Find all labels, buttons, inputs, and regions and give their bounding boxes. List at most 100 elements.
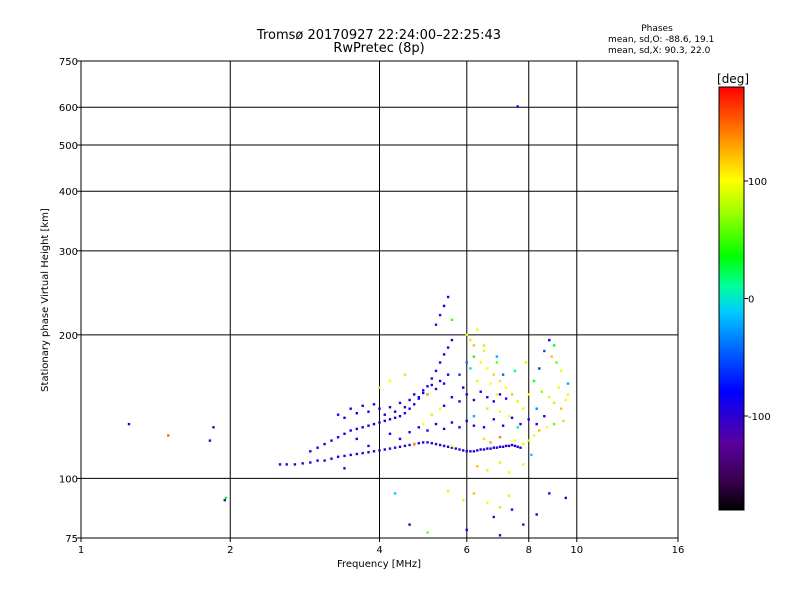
data-point [482, 344, 486, 347]
data-point [479, 448, 482, 451]
data-point [510, 393, 514, 396]
phases-heading: Phases [641, 24, 673, 34]
data-point [393, 416, 397, 419]
data-point [516, 400, 519, 403]
data-point [527, 439, 530, 442]
data-point [430, 442, 433, 445]
data-point [543, 415, 546, 418]
y-tick-label: 75 [65, 534, 78, 545]
data-point [489, 441, 492, 444]
y-tick-label: 750 [59, 57, 78, 68]
data-point [378, 386, 381, 389]
data-point [426, 441, 429, 444]
chart-subtitle: RwPretec (8p) [333, 41, 424, 56]
data-point [442, 304, 446, 308]
data-point [454, 447, 457, 450]
colorbar-tick-label: -100 [748, 412, 771, 423]
chart-title: Tromsø 20170927 22:24:00–22:25:43 [256, 28, 501, 43]
data-point [422, 441, 425, 444]
y-tick-label: 400 [59, 187, 78, 198]
data-point [516, 426, 519, 429]
data-point [343, 467, 346, 470]
data-point [361, 426, 364, 429]
data-point [408, 523, 411, 526]
data-point [367, 444, 370, 448]
data-point [489, 447, 492, 450]
data-point [323, 442, 326, 446]
data-point [422, 391, 425, 395]
data-point [458, 448, 461, 451]
data-point [476, 465, 479, 468]
phase-stats-x: mean, sd,X: 90.3, 22.0 [608, 46, 711, 56]
phase-stats-o: mean, sd,O: -88.6, 19.1 [608, 35, 714, 45]
data-point [469, 450, 472, 453]
data-point [430, 383, 433, 387]
data-point [330, 439, 333, 442]
data-point [343, 416, 346, 419]
data-point [301, 462, 304, 465]
data-point [388, 379, 392, 383]
data-point [355, 452, 358, 456]
data-point [472, 450, 476, 453]
data-point [545, 426, 548, 429]
data-point [367, 410, 370, 413]
data-point [434, 422, 438, 426]
data-point [413, 442, 416, 446]
data-point [482, 349, 486, 353]
data-point [343, 432, 346, 435]
data-point [442, 382, 446, 385]
data-point [465, 450, 468, 453]
data-point [442, 427, 446, 431]
data-point [336, 436, 340, 439]
data-point [446, 445, 450, 448]
colorbar-tick-label: 0 [748, 295, 754, 306]
data-point [372, 422, 376, 426]
data-point [349, 453, 352, 457]
data-point [516, 445, 519, 448]
data-point [434, 387, 438, 391]
data-point [465, 419, 468, 423]
data-point [472, 424, 476, 427]
data-point [208, 439, 212, 442]
data-point [538, 429, 541, 432]
data-point [472, 355, 476, 358]
data-point [413, 393, 416, 396]
x-tick-label: 4 [376, 545, 382, 556]
data-point [438, 407, 442, 410]
data-point [472, 492, 476, 495]
data-point [434, 323, 438, 326]
data-point [562, 419, 565, 423]
data-point [426, 393, 429, 396]
x-axis-label: Frequency [MHz] [337, 559, 421, 570]
data-point [446, 373, 450, 376]
data-point [486, 469, 489, 472]
data-point [516, 105, 519, 108]
data-point [293, 463, 297, 466]
data-point [552, 422, 556, 426]
data-point [519, 446, 522, 449]
data-point [285, 463, 288, 466]
data-point [527, 418, 530, 421]
data-points [127, 105, 570, 537]
data-point [564, 496, 567, 500]
data-point [532, 434, 536, 437]
data-point [434, 442, 438, 446]
data-point [495, 446, 499, 449]
data-point [486, 447, 489, 450]
data-point [458, 426, 461, 429]
data-point [522, 442, 525, 446]
data-point [472, 398, 476, 402]
data-point [550, 355, 553, 358]
data-point [403, 373, 407, 376]
data-point [316, 446, 319, 449]
data-point [530, 453, 533, 457]
data-point [519, 422, 522, 426]
data-point [438, 313, 442, 317]
y-tick-label: 200 [59, 331, 78, 342]
data-point [446, 295, 450, 299]
data-point [507, 415, 511, 418]
data-point [336, 455, 340, 458]
data-point [479, 361, 482, 364]
colorbar [719, 87, 744, 510]
data-point [513, 439, 517, 442]
